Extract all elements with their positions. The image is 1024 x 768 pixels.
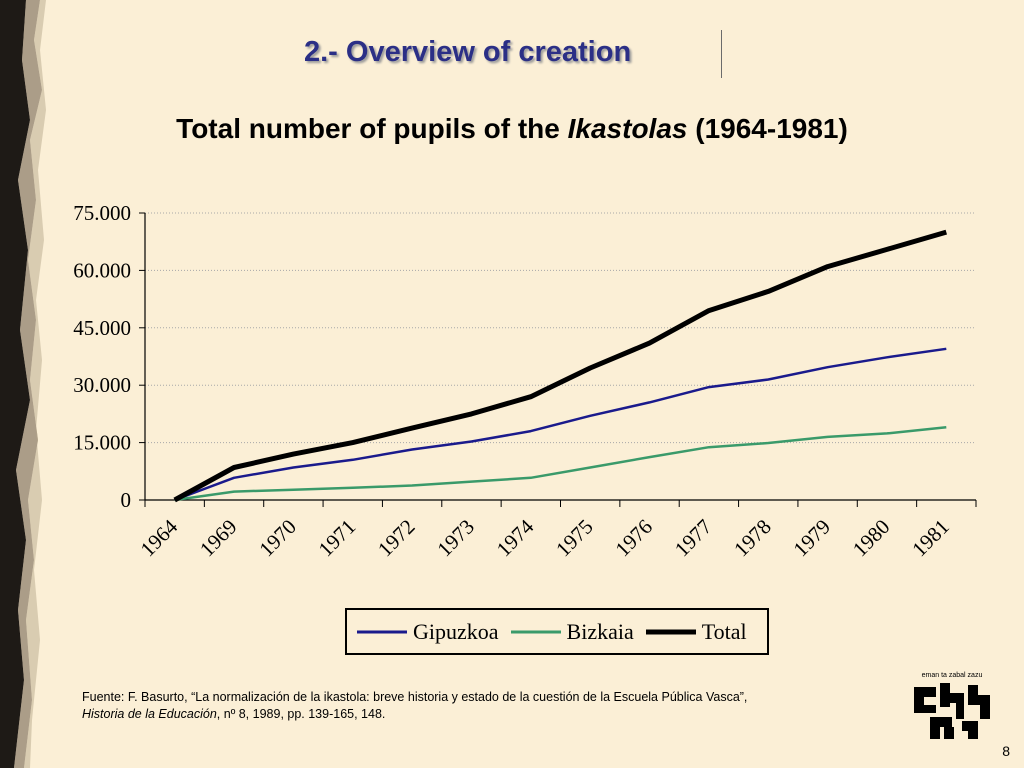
y-tick-label: 15.000 [73,431,131,455]
y-tick-label: 45.000 [73,316,131,340]
source-journal: Historia de la Educación [82,707,217,721]
x-tick-label: 1972 [373,515,420,562]
x-tick-label: 1964 [136,514,183,561]
y-tick-label: 0 [121,488,132,512]
source-citation: , nº 8, 1989, pp. 139-165, 148. [216,707,386,721]
x-tick-label: 1979 [788,515,835,562]
x-tick-label: 1969 [195,515,242,562]
chart-title: Total number of pupils of the Ikastolas … [0,113,1024,145]
y-axis-ticks: 0 15.000 30.000 45.000 60.000 75.000 [73,201,145,512]
logo-motto: eman ta zabal zazu [921,672,983,679]
series-line-total [173,229,948,503]
title-divider [721,30,722,78]
y-tick-label: 75.000 [73,201,131,225]
university-logo: eman ta zabal zazu [912,672,992,746]
y-tick-label: 30.000 [73,373,131,397]
x-tick-label: 1977 [670,515,717,562]
chart-title-emphasis: Ikastolas [567,113,688,144]
x-tick-label: 1971 [314,515,361,562]
chart-title-prefix: Total number of pupils of the [176,113,568,144]
legend-item-total: Total [645,618,747,645]
legend-swatch-gipuzkoa [357,630,407,633]
legend-item-gipuzkoa: Gipuzkoa [357,619,499,645]
series-line-bizkaia [174,426,947,502]
x-tick-label: 1978 [729,515,776,562]
x-tick-label: 1976 [610,515,657,562]
x-tick-label: 1970 [254,515,301,562]
source-note: Fuente: F. Basurto, “La normalización de… [82,689,882,723]
x-tick-label: 1981 [907,515,954,562]
legend-label-bizkaia: Bizkaia [566,618,634,644]
y-tick-label: 60.000 [73,258,131,282]
legend-swatch-bizkaia [510,630,561,633]
legend-label-total: Total [701,618,747,644]
x-axis-ticks: 1964 1969 1970 1971 1972 1973 1974 1975 1976 1977… [136,500,977,562]
x-tick-label: 1980 [848,515,895,562]
source-text: Fuente: F. Basurto, “La normalización de… [82,690,748,704]
legend-item-bizkaia: Bizkaia [510,618,634,645]
series-lines [173,229,948,503]
gridlines [145,212,976,444]
chart-title-suffix: (1964-1981) [687,113,848,144]
page-number: 8 [1002,743,1010,759]
upv-ehu-logo-icon [914,683,990,739]
legend-label-gipuzkoa: Gipuzkoa [413,618,499,644]
x-tick-label: 1974 [492,514,539,561]
section-title: 2.- Overview of creation [304,36,632,68]
legend-swatch-total [645,629,696,634]
x-tick-label: 1975 [551,515,598,562]
chart-legend: Gipuzkoa Bizkaia Total [345,608,769,655]
decorative-left-border [0,0,52,768]
series-line-gipuzkoa [174,347,947,502]
x-tick-label: 1973 [432,515,479,562]
